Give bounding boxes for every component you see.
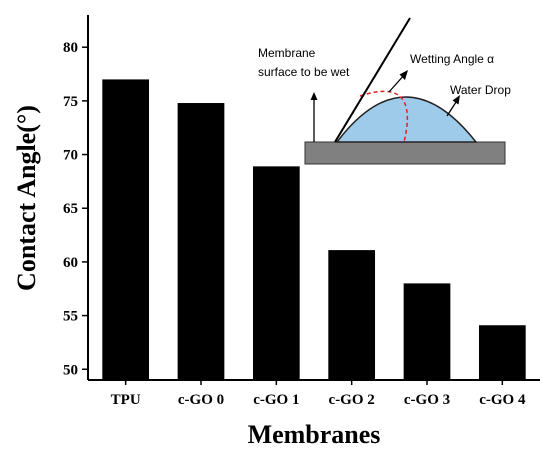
bar-c-go-4 xyxy=(478,325,526,380)
y-tick-label: 50 xyxy=(63,362,78,378)
membrane-label-line2: surface to be wet xyxy=(258,65,350,79)
water-drop-arrowhead xyxy=(452,95,460,105)
tangent-line xyxy=(334,17,411,143)
x-tick-label: c-GO 0 xyxy=(178,392,224,408)
y-tick-label: 55 xyxy=(63,309,78,325)
x-tick-label: c-GO 1 xyxy=(253,392,299,408)
membrane-surface xyxy=(304,141,506,165)
bar-c-go-0 xyxy=(177,103,225,380)
wetting-angle-label: Wetting Angle α xyxy=(410,52,494,66)
x-axis-title: Membranes xyxy=(248,420,381,449)
bar-c-go-1 xyxy=(252,166,300,380)
water-drop xyxy=(335,96,478,143)
bar-tpu xyxy=(102,79,150,380)
wetting-angle-inset: Membrane surface to be wet Wetting Angle… xyxy=(258,17,511,165)
y-tick-label: 80 xyxy=(63,40,78,56)
x-tick-label: c-GO 3 xyxy=(404,392,450,408)
y-tick-label: 75 xyxy=(63,94,78,110)
membrane-label-line1: Membrane xyxy=(258,46,316,60)
y-axis-ticks: 50 55 60 65 70 75 80 xyxy=(63,40,88,378)
bars xyxy=(102,79,526,380)
surface-normal-arrowhead xyxy=(310,92,318,100)
y-tick-label: 60 xyxy=(63,255,78,271)
x-tick-label: c-GO 2 xyxy=(329,392,375,408)
x-axis-ticks: TPU c-GO 0 c-GO 1 c-GO 2 c-GO 3 c-GO 4 xyxy=(111,380,526,408)
y-tick-label: 70 xyxy=(63,148,78,164)
plot-frame xyxy=(87,15,540,381)
x-tick-label: TPU xyxy=(111,392,141,408)
bar-c-go-2 xyxy=(328,250,376,380)
y-axis-title: Contact Angle(°) xyxy=(12,105,41,291)
water-drop-label: Water Drop xyxy=(450,83,511,97)
wetting-angle-arrowhead xyxy=(399,70,408,80)
x-tick-label: c-GO 4 xyxy=(479,392,526,408)
wetting-angle-arc xyxy=(359,90,409,143)
y-tick-label: 65 xyxy=(63,201,78,217)
bar-c-go-3 xyxy=(403,283,451,380)
